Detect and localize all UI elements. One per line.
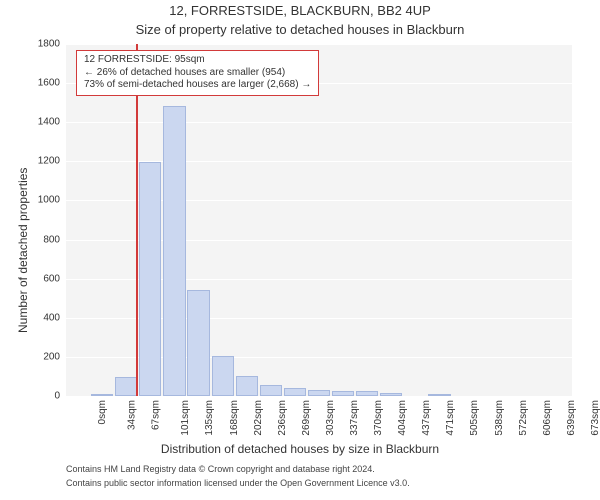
chart-plot-area: 0200400600800100012001400160018000sqm34s… [66,44,572,396]
y-tick-label: 400 [43,312,60,323]
y-tick-label: 1800 [38,39,60,50]
histogram-bar [187,290,209,396]
y-tick-label: 800 [43,234,60,245]
y-tick-label: 600 [43,273,60,284]
histogram-bar [115,377,137,396]
y-tick-label: 1200 [38,156,60,167]
y-tick-label: 0 [54,391,60,402]
chart-supertitle: 12, FORRESTSIDE, BLACKBURN, BB2 4UP [0,3,600,18]
x-tick-label: 437sqm [421,400,432,436]
histogram-bar [236,376,258,396]
x-tick-label: 303sqm [325,400,336,436]
y-tick-label: 1400 [38,117,60,128]
x-tick-label: 67sqm [151,400,162,430]
chart-title: Size of property relative to detached ho… [0,22,600,37]
x-tick-label: 168sqm [229,400,240,436]
histogram-bar [284,388,306,396]
x-tick-label: 337sqm [349,400,360,436]
annotation-line: 12 FORRESTSIDE: 95sqm [84,54,311,67]
x-tick-label: 606sqm [542,400,553,436]
y-tick-label: 1000 [38,195,60,206]
histogram-bar [332,391,354,396]
x-tick-label: 572sqm [518,400,529,436]
x-tick-label: 505sqm [470,400,481,436]
x-axis-label: Distribution of detached houses by size … [0,442,600,456]
gridline [66,44,572,45]
histogram-bar [356,391,378,396]
chart-annotation: 12 FORRESTSIDE: 95sqm← 26% of detached h… [76,50,319,96]
x-tick-label: 269sqm [301,400,312,436]
histogram-bar [428,394,450,396]
x-tick-label: 135sqm [205,400,216,436]
x-tick-label: 202sqm [253,400,264,436]
histogram-bar [212,356,234,396]
x-tick-label: 370sqm [373,400,384,436]
x-tick-label: 538sqm [494,400,505,436]
annotation-line: 73% of semi-detached houses are larger (… [84,79,311,92]
histogram-bar [260,385,282,396]
histogram-bar [163,106,185,396]
x-tick-label: 0sqm [97,400,108,424]
y-tick-label: 200 [43,351,60,362]
histogram-bar [91,394,113,396]
gridline [66,396,572,397]
x-tick-label: 34sqm [127,400,138,430]
histogram-bar [380,393,402,396]
y-tick-label: 1600 [38,78,60,89]
annotation-line: ← 26% of detached houses are smaller (95… [84,67,311,80]
x-tick-label: 404sqm [397,400,408,436]
x-tick-label: 471sqm [445,400,456,436]
reference-line [136,44,138,396]
x-tick-label: 639sqm [566,400,577,436]
x-tick-label: 236sqm [277,400,288,436]
histogram-bar [139,162,161,396]
x-tick-label: 673sqm [590,400,600,436]
gridline [66,122,572,123]
x-tick-label: 101sqm [180,400,191,436]
histogram-bar [308,390,330,396]
y-axis-label: Number of detached properties [16,167,30,332]
footer-line-2: Contains public sector information licen… [66,478,410,488]
footer-line-1: Contains HM Land Registry data © Crown c… [66,464,375,474]
